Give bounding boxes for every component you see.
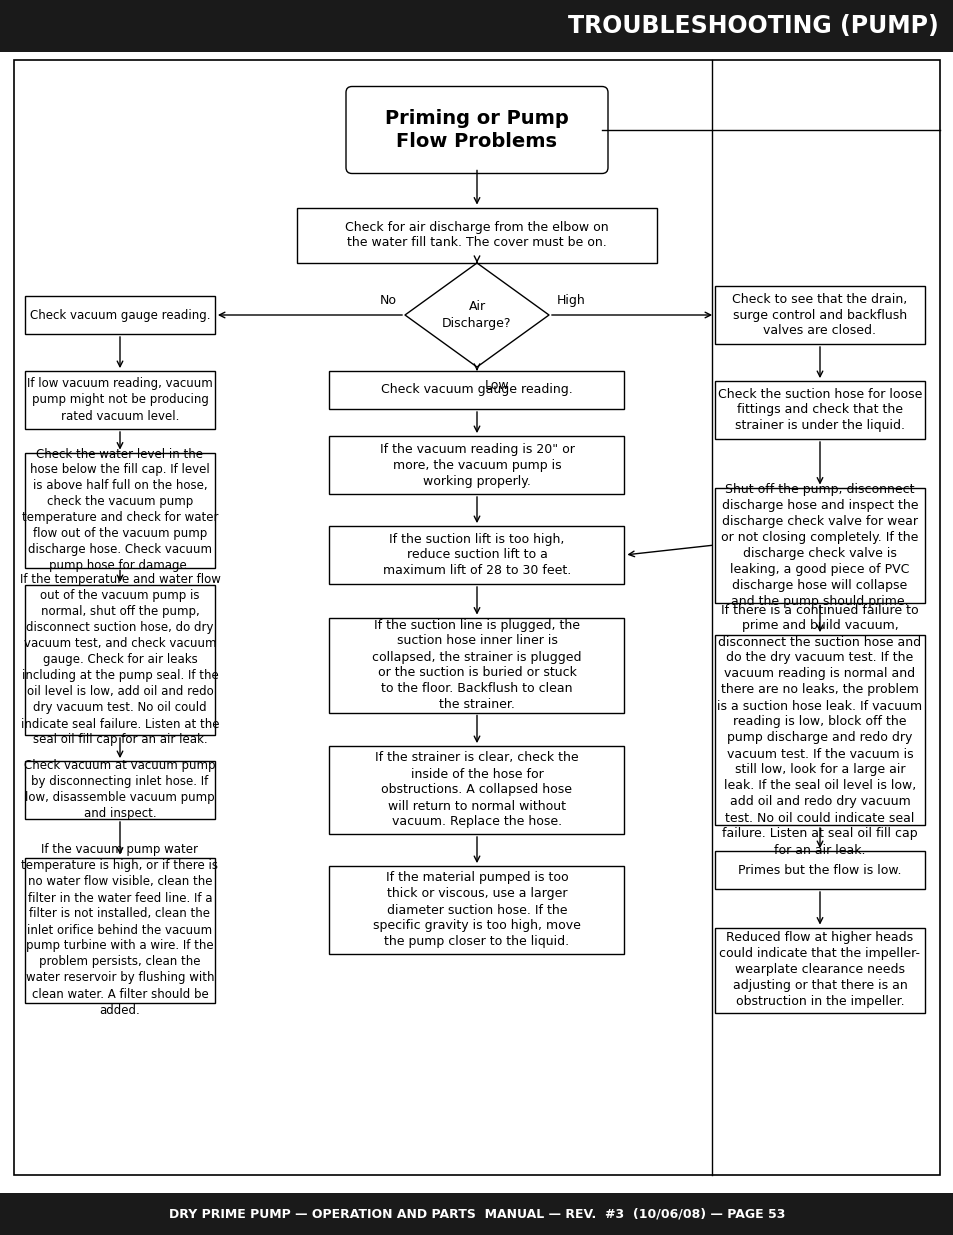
Text: If the material pumped is too
thick or viscous, use a larger
diameter suction ho: If the material pumped is too thick or v… (373, 872, 580, 948)
Text: No: No (379, 294, 396, 308)
Bar (329, 746, 624, 834)
Text: Check to see that the drain,
surge control and backflush
valves are closed.: Check to see that the drain, surge contr… (732, 293, 906, 337)
Text: Shut off the pump, disconnect
discharge hose and inspect the
discharge check val: Shut off the pump, disconnect discharge … (720, 483, 918, 608)
Text: Check the suction hose for loose
fittings and check that the
strainer is under t: Check the suction hose for loose fitting… (717, 388, 922, 432)
Bar (329, 618, 624, 713)
Bar (25, 452, 214, 568)
Bar (714, 287, 924, 345)
Bar (25, 370, 214, 429)
Bar (296, 207, 657, 263)
Bar (714, 635, 924, 825)
Text: If the strainer is clear, check the
inside of the hose for
obstructions. A colla: If the strainer is clear, check the insi… (375, 752, 578, 829)
Text: Check vacuum at vacuum pump
by disconnecting inlet hose. If
low, disassemble vac: Check vacuum at vacuum pump by disconnec… (24, 760, 215, 820)
Bar (714, 851, 924, 889)
Text: If the suction line is plugged, the
suction hose inner liner is
collapsed, the s: If the suction line is plugged, the suct… (372, 619, 581, 711)
FancyBboxPatch shape (346, 86, 607, 173)
Bar (25, 761, 214, 819)
Bar (0, 1193, 953, 1235)
Text: If the suction lift is too high,
reduce suction lift to a
maximum lift of 28 to : If the suction lift is too high, reduce … (382, 532, 571, 578)
Text: Primes but the flow is low.: Primes but the flow is low. (738, 863, 901, 877)
Text: If the vacuum pump water
temperature is high, or if there is
no water flow visib: If the vacuum pump water temperature is … (22, 844, 218, 1016)
Bar (329, 370, 624, 409)
Text: Priming or Pump
Flow Problems: Priming or Pump Flow Problems (385, 109, 568, 151)
Text: Check for air discharge from the elbow on
the water fill tank. The cover must be: Check for air discharge from the elbow o… (345, 221, 608, 249)
Text: Reduced flow at higher heads
could indicate that the impeller-
wearplate clearan: Reduced flow at higher heads could indic… (719, 931, 920, 1009)
Text: TROUBLESHOOTING (PUMP): TROUBLESHOOTING (PUMP) (568, 14, 938, 38)
Text: Check the water level in the
hose below the fill cap. If level
is above half ful: Check the water level in the hose below … (22, 447, 218, 573)
Bar (25, 585, 214, 735)
Bar (714, 382, 924, 438)
Bar (329, 866, 624, 953)
Bar (714, 927, 924, 1013)
Bar (25, 296, 214, 333)
Text: If the temperature and water flow
out of the vacuum pump is
normal, shut off the: If the temperature and water flow out of… (20, 573, 220, 746)
Text: If there is a continued failure to
prime and build vacuum,
disconnect the suctio: If there is a continued failure to prime… (717, 604, 922, 857)
Bar (329, 436, 624, 494)
Text: If low vacuum reading, vacuum
pump might not be producing
rated vacuum level.: If low vacuum reading, vacuum pump might… (27, 378, 213, 422)
Text: If the vacuum reading is 20" or
more, the vacuum pump is
working properly.: If the vacuum reading is 20" or more, th… (379, 442, 574, 488)
Text: High: High (557, 294, 585, 308)
Text: Check vacuum gauge reading.: Check vacuum gauge reading. (30, 309, 210, 321)
Text: Check vacuum gauge reading.: Check vacuum gauge reading. (381, 384, 572, 396)
Bar (714, 488, 924, 603)
Text: DRY PRIME PUMP — OPERATION AND PARTS  MANUAL — REV.  #3  (10/06/08) — PAGE 53: DRY PRIME PUMP — OPERATION AND PARTS MAN… (169, 1208, 784, 1220)
Bar (0, 0, 953, 52)
Text: Low: Low (484, 379, 509, 391)
Bar (329, 526, 624, 584)
Bar (25, 857, 214, 1003)
Text: Air
Discharge?: Air Discharge? (442, 300, 511, 330)
